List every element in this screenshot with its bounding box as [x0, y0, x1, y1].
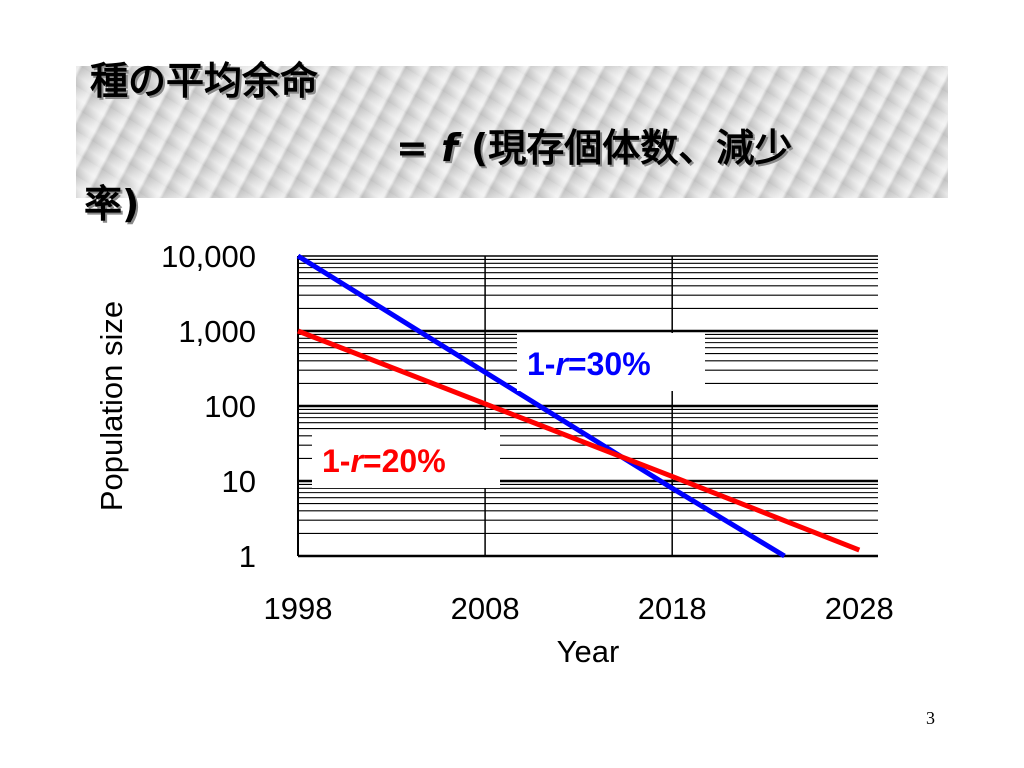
series-label-box-1 [517, 333, 705, 391]
title-text-1: 種の平均余命 [90, 59, 319, 103]
slide-title-line3: 率) [84, 173, 139, 228]
x-tick-label: 2028 [825, 591, 894, 626]
series-line-2 [297, 328, 861, 553]
grid [297, 255, 878, 558]
y-axis-label: Population size [94, 301, 129, 511]
slide-title-line1: 種の平均余命 [90, 50, 318, 105]
x-axis-label: Year [557, 634, 620, 669]
y-tick-label: 1 [239, 539, 256, 574]
title-background [76, 66, 948, 198]
x-axis-ticks: 1998 2008 2018 2028 [264, 591, 894, 626]
slide-title-line2: = f (現存個体数、減少 [396, 117, 792, 172]
series-label-1: 1-r=30% [527, 346, 651, 382]
y-tick-label: 10,000 [161, 239, 256, 274]
y-tick-label: 10 [222, 464, 256, 499]
title-equals: = [396, 126, 442, 170]
series-label-2: 1-r=20% [322, 443, 446, 479]
x-tick-label: 2018 [638, 591, 707, 626]
x-tick-label: 2008 [451, 591, 520, 626]
series-lines [296, 253, 861, 559]
title-text-2: (現存個体数、減少 [457, 126, 793, 170]
series-line-1 [296, 253, 786, 559]
y-tick-label: 100 [204, 389, 256, 424]
y-axis-ticks: 10,000 1,000 100 10 1 [161, 239, 256, 574]
title-function-f: f [441, 126, 458, 170]
page-number: 3 [926, 708, 935, 728]
title-text-3: 率) [84, 182, 140, 226]
x-tick-label: 1998 [264, 591, 333, 626]
y-tick-label: 1,000 [178, 314, 256, 349]
series-label-box-2 [312, 430, 500, 488]
series-labels: 1-r=30% 1-r=20% [312, 333, 705, 488]
